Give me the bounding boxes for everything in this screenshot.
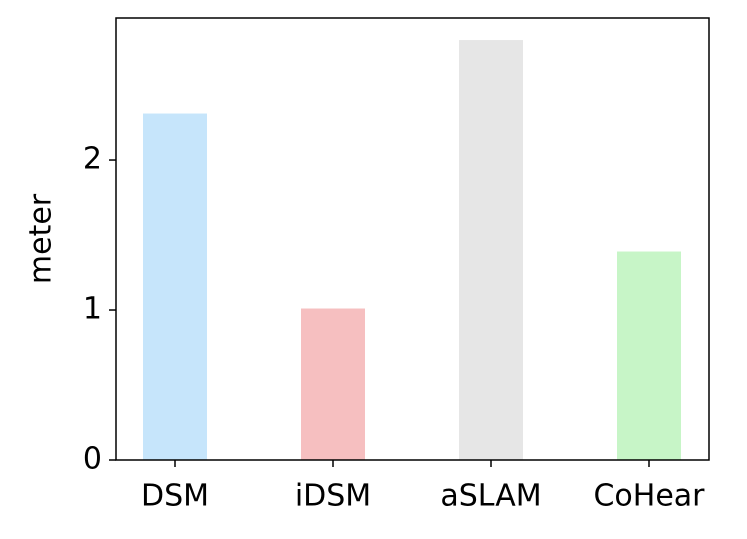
x-tick-label: DSM — [141, 479, 209, 514]
y-tick-label: 1 — [83, 292, 102, 327]
y-tick-label: 0 — [83, 442, 102, 477]
bar — [459, 40, 523, 460]
y-axis-label: meter — [24, 193, 59, 284]
bar — [617, 251, 681, 460]
x-tick-label: aSLAM — [440, 479, 541, 514]
x-tick-label: CoHear — [593, 479, 705, 514]
bar — [143, 113, 207, 461]
bar — [301, 308, 365, 460]
x-tick-label: iDSM — [295, 479, 371, 514]
plot-frame — [115, 17, 710, 461]
y-tick-label: 2 — [83, 142, 102, 177]
